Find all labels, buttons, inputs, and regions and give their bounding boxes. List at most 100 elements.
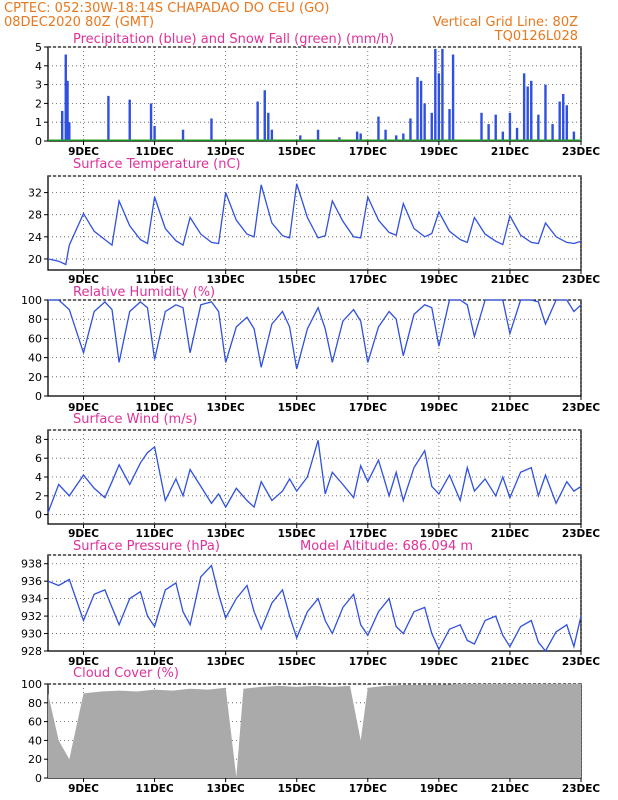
precip-bar	[66, 80, 69, 141]
precip-bar	[448, 109, 451, 141]
series-line	[47, 183, 582, 266]
precip-bar	[153, 125, 156, 141]
y-tick-label: 32	[28, 187, 42, 200]
precip-bar	[355, 131, 359, 141]
x-tick-label: 21DEC	[491, 656, 530, 668]
x-tick-label: 9DEC	[68, 402, 99, 414]
y-tick-label: 938	[21, 558, 42, 571]
x-tick-label: 19DEC	[420, 402, 459, 414]
x-tick-label: 19DEC	[420, 274, 459, 286]
x-tick-label: 11DEC	[135, 528, 174, 540]
panel-title: Surface Temperature (nC)	[73, 157, 241, 172]
precip-bar	[256, 101, 259, 141]
x-tick-label: 9DEC	[68, 146, 99, 158]
y-tick-label: 2	[35, 490, 42, 503]
header-datetime: 08DEC2020 80Z (GMT)	[4, 15, 154, 30]
precip-bar	[270, 129, 274, 141]
precip-bar	[430, 112, 433, 141]
panel-subtitle: Model Altitude: 686.094 m	[300, 539, 473, 554]
precip-bar	[128, 99, 131, 141]
precip-bar	[149, 103, 153, 141]
precip-bar	[494, 114, 497, 141]
x-tick-label: 15DEC	[278, 274, 317, 286]
panel-5: 928 930 932 934 936 938 9DEC 11DEC 13DEC 15DEC 17D…	[21, 539, 600, 668]
precip-bar	[526, 86, 529, 141]
x-tick-label: 9DEC	[68, 783, 99, 795]
y-tick-label: 100	[21, 294, 42, 307]
y-tick-label: 3	[35, 79, 42, 92]
series-line	[48, 299, 582, 370]
precip-bar	[480, 112, 483, 141]
y-tick-label: 20	[28, 371, 42, 384]
precip-bar	[416, 77, 419, 141]
panel-frame	[47, 429, 582, 525]
precip-bar	[437, 73, 441, 141]
panel-title: Relative Humidity (%)	[73, 285, 215, 300]
y-tick-label: 936	[21, 575, 42, 588]
precip-bar	[402, 133, 405, 141]
x-tick-label: 13DEC	[207, 402, 246, 414]
precip-bar	[409, 118, 412, 141]
x-tick-label: 17DEC	[349, 146, 388, 158]
precip-bar	[359, 133, 362, 141]
panel-frame	[47, 46, 582, 142]
precip-bar	[537, 114, 540, 141]
x-tick-label: 23DEC	[562, 402, 601, 414]
x-tick-label: 15DEC	[278, 783, 317, 795]
panel-title: Cloud Cover (%)	[73, 666, 179, 681]
panel-4: 0 2 4 6 8 9DEC 11DEC 13DEC 15DEC 17DEC 19DEC 21DEC 2…	[35, 412, 600, 540]
y-tick-label: 28	[28, 209, 42, 222]
series-line	[47, 440, 582, 513]
precip-bar	[544, 84, 547, 141]
precip-bar	[419, 80, 423, 141]
y-tick-label: 60	[28, 716, 42, 729]
x-tick-label: 17DEC	[349, 528, 388, 540]
precip-bar	[338, 137, 341, 141]
panel-3: 0 20 40 60 80 100 9DEC 11DEC 13DEC 15DEC 17DEC 19DE…	[21, 285, 600, 414]
precip-bar	[558, 101, 561, 141]
precip-bar	[501, 131, 505, 141]
x-tick-label: 21DEC	[491, 528, 530, 540]
y-tick-label: 100	[21, 678, 42, 691]
x-tick-label: 9DEC	[68, 528, 99, 540]
y-tick-label: 928	[21, 645, 42, 658]
precip-bar	[434, 48, 437, 141]
x-tick-label: 15DEC	[278, 146, 317, 158]
precip-bar	[61, 110, 64, 141]
y-tick-label: 20	[28, 753, 42, 766]
x-tick-label: 17DEC	[349, 656, 388, 668]
y-tick-label: 80	[28, 313, 42, 326]
x-tick-label: 17DEC	[349, 402, 388, 414]
y-tick-label: 0	[35, 135, 42, 148]
x-tick-label: 21DEC	[491, 146, 530, 158]
x-tick-label: 19DEC	[420, 656, 459, 668]
x-tick-label: 23DEC	[562, 528, 601, 540]
x-tick-label: 23DEC	[562, 783, 601, 795]
precip-bar	[210, 118, 213, 141]
y-tick-label: 60	[28, 332, 42, 345]
x-tick-label: 11DEC	[135, 274, 174, 286]
y-tick-label: 930	[21, 628, 42, 641]
header-model-id: TQ0126L028	[494, 29, 578, 44]
precip-bar	[565, 105, 568, 141]
y-tick-label: 0	[35, 390, 42, 403]
x-tick-label: 11DEC	[135, 783, 174, 795]
precip-bar	[267, 112, 270, 141]
x-tick-label: 15DEC	[278, 402, 317, 414]
precip-bar	[68, 122, 71, 141]
x-tick-label: 17DEC	[349, 783, 388, 795]
x-tick-label: 11DEC	[135, 146, 174, 158]
y-tick-label: 6	[35, 452, 42, 465]
precip-bar	[423, 103, 426, 141]
precip-bar	[515, 127, 519, 141]
x-tick-label: 13DEC	[207, 783, 246, 795]
header-vertical-grid-line: Vertical Grid Line: 80Z	[433, 15, 578, 30]
x-tick-label: 17DEC	[349, 274, 388, 286]
y-tick-label: 1	[35, 116, 42, 129]
precip-bar	[181, 129, 185, 141]
y-tick-label: 934	[21, 593, 42, 606]
x-tick-label: 21DEC	[491, 402, 530, 414]
y-tick-label: 2	[35, 97, 42, 110]
precip-bar	[487, 124, 490, 141]
